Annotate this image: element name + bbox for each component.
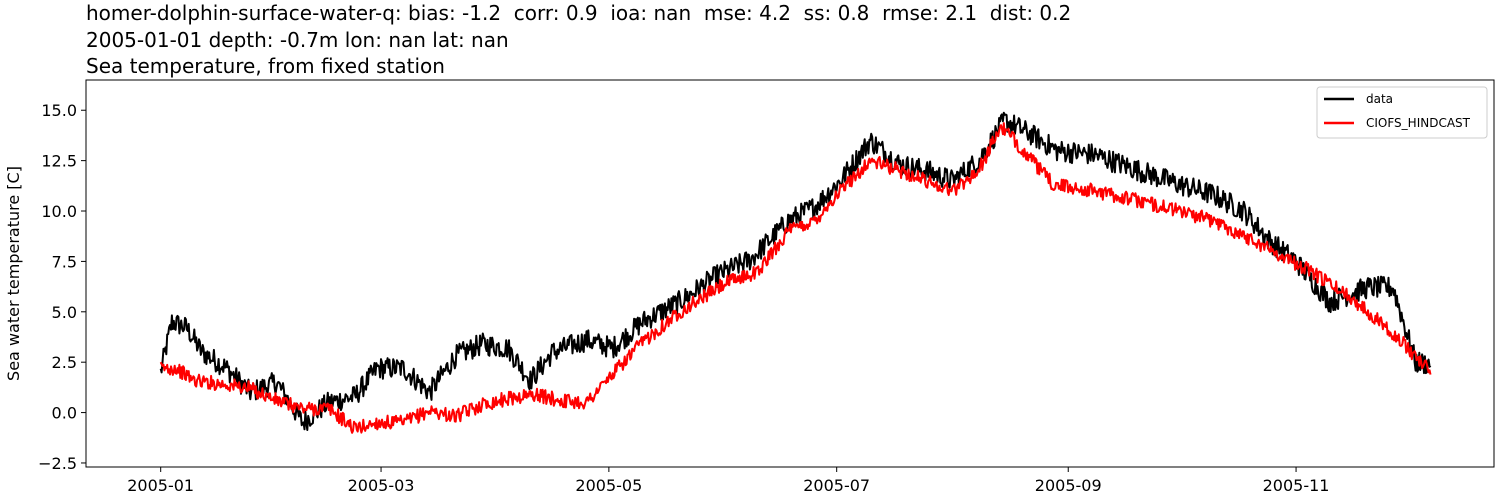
y-tick-label: 10.0 [41, 202, 77, 221]
plot-frame [85, 79, 1495, 468]
y-tick-label: 7.5 [52, 252, 77, 271]
y-tick-label: 12.5 [41, 152, 77, 171]
x-tick-label: 2005-09 [1035, 476, 1102, 495]
x-tick-label: 2005-03 [348, 476, 415, 495]
chart-title-block: homer-dolphin-surface-water-q: bias: -1.… [86, 0, 1071, 80]
x-tick-label: 2005-07 [803, 476, 870, 495]
y-tick-label: 2.5 [52, 353, 77, 372]
y-tick-label: 0.0 [52, 404, 77, 423]
x-tick-label: 2005-05 [575, 476, 642, 495]
legend: data CIOFS_HINDCAST [1316, 86, 1488, 139]
x-axis: 2005-01 2005-03 2005-05 2005-07 2005-09 2005-… [127, 467, 1329, 495]
y-tick-label: 15.0 [41, 101, 77, 120]
chart-title-line-1: homer-dolphin-surface-water-q: bias: -1.… [86, 1, 1072, 25]
series-line-1 [159, 122, 1432, 434]
legend-label: data [1366, 92, 1393, 106]
x-tick-label: 2005-01 [127, 476, 194, 495]
legend-box [1316, 86, 1488, 139]
legend-label: CIOFS_HINDCAST [1366, 116, 1471, 130]
y-tick-label: 5.0 [52, 303, 77, 322]
series-line-0 [159, 111, 1432, 431]
y-axis-label: Sea water temperature [C] [4, 166, 23, 381]
y-tick-label: −2.5 [38, 454, 77, 473]
y-axis: −2.5 0.0 2.5 5.0 7.5 10.0 12.5 15.0 [38, 101, 86, 473]
chart-title-line-2: 2005-01-01 depth: -0.7m lon: nan lat: na… [86, 27, 509, 52]
chart-title-line-3: Sea temperature, from fixed station [86, 54, 445, 78]
series-layer [159, 111, 1432, 434]
x-tick-label: 2005-11 [1263, 476, 1330, 495]
